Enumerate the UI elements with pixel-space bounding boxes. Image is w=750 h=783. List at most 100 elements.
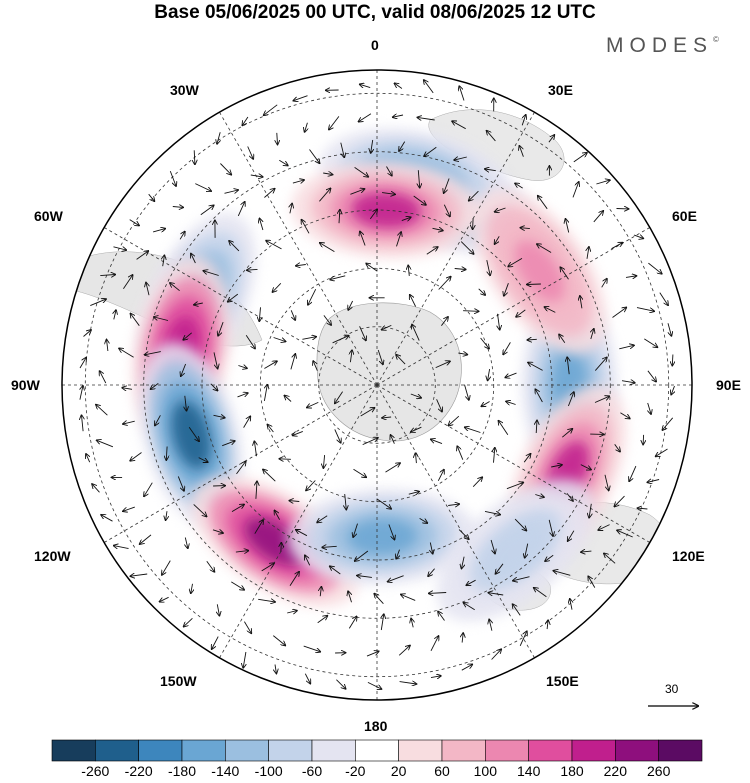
wind-vector	[647, 480, 660, 483]
wind-vector	[306, 480, 316, 491]
wind-vector	[350, 189, 364, 195]
wind-vector	[506, 483, 523, 490]
wind-vector	[292, 180, 304, 183]
wind-vector	[566, 493, 573, 501]
wind-vector	[601, 279, 607, 288]
lon-label-120w: 120W	[34, 548, 71, 564]
colorbar-tick-label: -20	[345, 763, 366, 779]
wind-vector	[432, 228, 443, 230]
colorbar-tick-label: -180	[167, 763, 197, 779]
colorbar-tick-label: -260	[81, 763, 110, 779]
wind-vector	[359, 326, 366, 340]
wind-vector	[419, 518, 428, 523]
lon-label-90e: 90E	[716, 377, 741, 393]
wind-vector	[513, 576, 530, 581]
wind-vector	[559, 335, 566, 343]
wind-vector	[123, 275, 132, 290]
wind-vector	[503, 342, 511, 354]
wind-vector	[362, 438, 378, 446]
wind-vector	[90, 299, 106, 307]
antarctica-shape	[316, 302, 462, 442]
colorbar-tick-label: 180	[560, 763, 584, 779]
wind-vector	[354, 167, 369, 176]
wind-vector	[567, 392, 574, 407]
wind-vector	[264, 385, 267, 401]
wind-vector	[448, 415, 460, 425]
wind-vector	[629, 465, 637, 481]
wind-vector	[350, 350, 352, 363]
wind-vector	[396, 549, 399, 559]
wind-vector	[293, 430, 303, 435]
wind-vector	[258, 599, 275, 602]
colorbar-tick-label: -100	[254, 763, 283, 779]
wind-vector	[210, 383, 218, 391]
wind-vector	[317, 616, 328, 624]
wind-vector	[277, 132, 278, 145]
wind-vector	[279, 459, 291, 460]
wind-vector	[429, 593, 447, 594]
wind-vector	[462, 556, 465, 569]
wind-vector	[170, 283, 180, 292]
wind-vector	[588, 576, 596, 588]
wind-vector	[594, 357, 607, 371]
wind-vector	[237, 202, 244, 217]
wind-vector	[481, 401, 490, 407]
vector-reference-label: 30	[665, 682, 679, 696]
wind-vector	[86, 454, 90, 463]
wind-vector	[431, 439, 443, 445]
wind-vector	[572, 182, 579, 198]
wind-vector	[620, 412, 629, 419]
wind-vector	[220, 163, 231, 175]
wind-vector	[345, 494, 347, 509]
wind-vector	[228, 293, 239, 302]
wind-vector	[268, 425, 274, 433]
lon-label-150w: 150W	[160, 673, 197, 689]
wind-vector	[515, 183, 523, 189]
wind-vector	[410, 295, 417, 307]
wind-vector	[464, 603, 475, 611]
wind-vector	[360, 232, 366, 246]
wind-vector	[194, 150, 195, 164]
wind-vector	[399, 682, 417, 684]
wind-vector	[166, 446, 167, 461]
wind-vector	[188, 427, 199, 441]
wind-vector	[250, 175, 263, 177]
wind-vector	[498, 313, 500, 330]
wind-vector	[396, 232, 402, 247]
wind-vector	[443, 204, 450, 217]
wind-vector	[235, 551, 248, 553]
wind-vector	[206, 560, 215, 572]
wind-vector	[238, 366, 247, 369]
wind-vector	[527, 339, 537, 340]
wind-vector	[100, 371, 107, 384]
wind-vector	[545, 554, 554, 561]
wind-vector	[430, 542, 432, 554]
wind-vector	[411, 619, 413, 628]
wind-vector	[261, 563, 274, 572]
wind-vector	[122, 388, 133, 390]
wind-vector	[417, 117, 435, 120]
wind-vector	[508, 258, 523, 266]
wind-vector	[465, 427, 481, 433]
wind-vector	[581, 551, 592, 552]
colorbar-tick-label: 20	[390, 763, 407, 779]
colorbar-swatch	[658, 739, 703, 762]
colorbar-swatch	[528, 739, 573, 762]
colorbar-tick-label: -220	[124, 763, 153, 779]
wind-vector	[537, 244, 552, 253]
wind-vector	[80, 386, 83, 400]
wind-vector	[296, 530, 308, 537]
colorbar-tick-label: 220	[603, 763, 627, 779]
wind-vector	[553, 571, 571, 576]
wind-vector	[371, 139, 373, 153]
wind-vector	[591, 329, 594, 340]
wind-vector	[459, 86, 465, 101]
colorbar-swatch	[95, 739, 139, 762]
wind-vector	[273, 337, 286, 342]
wind-vector	[245, 334, 255, 348]
wind-vector	[545, 307, 556, 313]
wind-vector	[648, 262, 661, 274]
wind-vector	[604, 553, 616, 564]
wind-vector	[172, 207, 183, 208]
